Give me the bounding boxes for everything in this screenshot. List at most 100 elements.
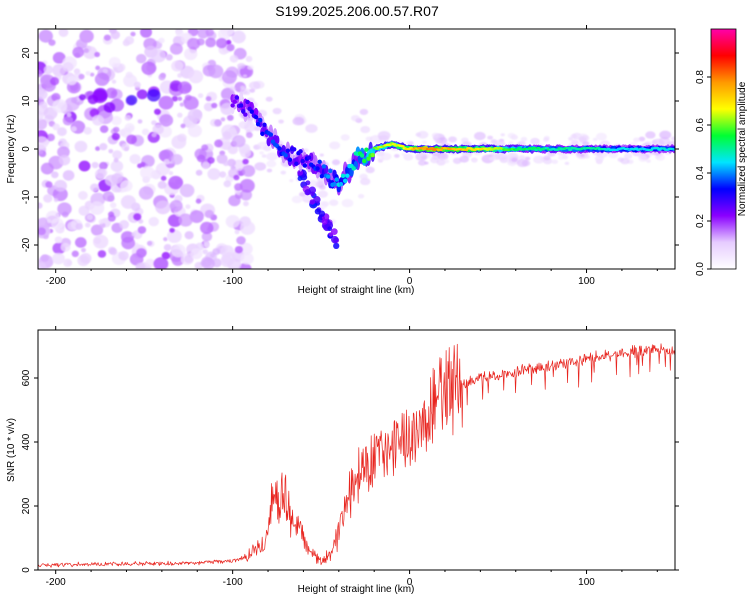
spectrogram-noise-cell	[146, 89, 161, 102]
spectrogram-noise-cell	[74, 237, 87, 248]
snr-x-axis-label: Height of straight line (km)	[298, 584, 415, 595]
spectrogram-ridge-cell	[531, 146, 537, 150]
spectrogram-ridge-cell	[364, 147, 369, 152]
spectrogram-noise-cell	[197, 93, 204, 99]
spectrogram-noise-cell	[137, 119, 143, 124]
spectrogram-noise-cell	[78, 160, 91, 172]
spectrogram-noise-cell	[185, 204, 191, 210]
spectrogram-noise-cell	[92, 89, 108, 104]
spectrogram-noise-cell	[118, 250, 129, 261]
spectrogram-noise-cell	[243, 200, 249, 207]
spectrogram-x-tick-label: 100	[578, 276, 595, 287]
spectrogram-noise-cell	[105, 87, 118, 99]
spectrogram-noise-cell	[38, 29, 53, 43]
spectrogram-halo-cell	[317, 190, 328, 198]
spectrogram-noise-cell	[133, 81, 141, 89]
spectrogram-noise-cell	[221, 252, 236, 265]
spectrogram-noise-cell	[136, 89, 148, 100]
spectrogram-ridge-cell	[241, 109, 246, 114]
spectrogram-ridge-cell	[328, 168, 333, 174]
spectrogram-noise-cell	[53, 198, 59, 203]
spectrogram-noise-cell	[45, 210, 60, 224]
spectrogram-noise-cell	[168, 175, 184, 190]
spectrogram-ridge-cell	[534, 148, 539, 152]
spectrogram-noise-cell	[205, 37, 217, 48]
spectrogram-noise-cell	[168, 171, 174, 176]
colorbar-tick-label: 0.4	[695, 166, 706, 180]
snr-line	[38, 343, 675, 568]
spectrogram-noise-cell	[62, 115, 74, 126]
spectrogram-noise-cell	[163, 243, 172, 251]
spectrogram-noise-cell	[177, 112, 183, 118]
spectrogram-ridge-cell	[258, 117, 263, 123]
colorbar-ticks: 0.0 0.2 0.4 0.6 0.8	[695, 70, 711, 276]
spectrogram-halo-cell	[307, 179, 319, 188]
spectrogram-noise-cell	[161, 251, 171, 260]
spectrogram-halo-cell	[406, 140, 413, 146]
spectrogram-noise-cell	[45, 181, 53, 188]
spectrogram-noise-cell	[79, 253, 92, 264]
spectrogram-halo-cell	[474, 131, 486, 141]
spectrogram-noise-cell	[120, 195, 136, 209]
spectrogram-ridge-cell	[232, 99, 237, 104]
spectrogram-halo-cell	[655, 154, 666, 161]
spectrogram-noise-cell	[187, 37, 201, 50]
spectrogram-ridge-cell	[359, 153, 365, 158]
colorbar-tick: 0.2	[695, 214, 711, 228]
spectrogram-noise-cell	[120, 127, 132, 138]
spectrogram-noise-cell	[57, 146, 70, 158]
spectrogram-tail-cell	[331, 235, 339, 244]
spectrogram-noise-cell	[140, 29, 153, 38]
spectrogram-halo-cell	[417, 130, 429, 139]
spectrogram-noise-cell	[226, 43, 235, 52]
spectrogram-halo-cell	[459, 155, 469, 163]
spectrogram-noise-cell	[177, 96, 183, 101]
spectrogram-halo-cell	[448, 136, 457, 143]
spectrogram-noise-cell	[102, 191, 115, 202]
spectrogram-noise-cell	[228, 195, 241, 207]
spectrogram-noise-cell	[138, 219, 144, 224]
spectrogram-noise-cell	[245, 55, 253, 63]
spectrogram-noise-cell	[239, 178, 255, 193]
snr-frame	[37, 329, 676, 571]
spectrogram-noise-cell	[90, 183, 100, 192]
spectrogram-noise-cell	[40, 74, 56, 89]
snr-x-tick-label: 100	[578, 577, 595, 588]
spectrogram-ridge-cell	[294, 161, 299, 166]
spectrogram-noise-cell	[38, 227, 46, 236]
spectrogram-noise-cell	[178, 213, 193, 227]
spectrogram-noise-cell	[146, 240, 153, 246]
spectrogram-noise-cell	[108, 247, 118, 256]
spectrogram-halo-cell	[436, 159, 446, 166]
spectrogram-noise-cell	[123, 74, 138, 88]
spectrogram-noise-cell	[60, 242, 71, 252]
spectrogram-x-tick: 100	[578, 25, 595, 287]
spectrogram-y-tick-label: 10	[21, 95, 32, 107]
spectrogram-noise-cell	[66, 76, 77, 86]
spectrogram-y-tick-label: -10	[21, 189, 32, 204]
spectrogram-halo-cell	[623, 153, 633, 160]
spectrogram-halo-cell	[435, 139, 442, 144]
spectrogram-noise-cell	[103, 34, 111, 41]
spectrogram-noise-cell	[54, 236, 63, 244]
spectrogram-halo-cell	[520, 136, 528, 142]
spectrogram-noise-cell	[63, 258, 73, 267]
spectrogram-halo-cell	[254, 162, 267, 171]
spectrogram-noise-cell	[208, 64, 224, 79]
spectrogram-ridge-cell	[325, 174, 331, 179]
spectrogram-tail-cell	[318, 210, 326, 217]
spectrogram-x-tick: -100	[223, 25, 243, 287]
spectrogram-halo-cell	[305, 124, 318, 133]
spectrogram-ridge-cell	[292, 147, 297, 152]
spectrogram-noise-cell	[84, 222, 91, 228]
spectrogram-noise-cell	[70, 126, 77, 132]
spectrogram-halo-cell	[351, 114, 360, 122]
spectrogram-noise-cell	[124, 114, 132, 121]
spectrogram-noise-cell	[227, 158, 236, 167]
spectrogram-noise-cell	[175, 29, 184, 37]
snr-x-ticks: -200 -100 0 100	[46, 326, 658, 588]
spectrogram-noise-cell	[214, 139, 223, 148]
spectrogram-noise-cell	[159, 114, 174, 127]
spectrogram-ridge-cell	[253, 114, 259, 120]
